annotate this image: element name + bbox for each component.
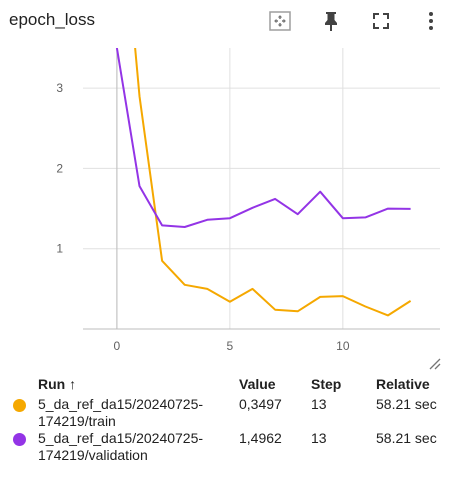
run-name-line1: 5_da_ref_da15/20240725-: [38, 396, 204, 412]
more-vert-icon[interactable]: [418, 8, 444, 34]
table-row: 5_da_ref_da15/20240725- 174219/validatio…: [0, 430, 457, 464]
run-column-header[interactable]: Run ↑: [38, 376, 77, 392]
series-line-train: [134, 48, 412, 317]
x-tick-label: 10: [336, 339, 350, 353]
run-value: 1,4962: [239, 430, 282, 446]
step-column-header[interactable]: Step: [311, 376, 342, 392]
y-tick-label: 2: [56, 161, 63, 175]
run-relative: 58.21 sec: [376, 430, 437, 446]
x-tick-label: 0: [114, 339, 121, 353]
chart-title: epoch_loss: [9, 10, 96, 29]
value-column-header[interactable]: Value: [239, 376, 276, 392]
run-color-dot: [13, 433, 26, 446]
fit-to-data-icon[interactable]: [267, 8, 293, 34]
run-step: 13: [311, 396, 327, 412]
x-tick-label: 5: [227, 339, 234, 353]
relative-column-header[interactable]: Relative: [376, 376, 430, 392]
run-value: 0,3497: [239, 396, 282, 412]
loss-chart[interactable]: 0 5 10 1 2 3: [0, 44, 457, 354]
run-name: 5_da_ref_da15/20240725- 174219/validatio…: [38, 430, 239, 464]
y-tick-label: 3: [56, 81, 63, 95]
series-line-validation: [115, 48, 411, 228]
run-name-line1: 5_da_ref_da15/20240725-: [38, 430, 204, 446]
resize-handle-icon[interactable]: [427, 356, 441, 370]
run-step: 13: [311, 430, 327, 446]
runs-table: Run ↑ Value Step Relative 5_da_ref_da15/…: [0, 372, 457, 464]
color-header: [0, 372, 38, 396]
y-tick-label: 1: [56, 242, 63, 256]
run-color-dot: [13, 399, 26, 412]
run-name: 5_da_ref_da15/20240725- 174219/train: [38, 396, 239, 430]
fullscreen-icon[interactable]: [368, 8, 394, 34]
pin-icon[interactable]: [318, 8, 344, 34]
run-name-line2: 174219/validation: [38, 447, 148, 463]
run-relative: 58.21 sec: [376, 396, 437, 412]
table-header-row: Run ↑ Value Step Relative: [0, 372, 457, 396]
table-row: 5_da_ref_da15/20240725- 174219/train 0,3…: [0, 396, 457, 430]
run-name-line2: 174219/train: [38, 413, 116, 429]
